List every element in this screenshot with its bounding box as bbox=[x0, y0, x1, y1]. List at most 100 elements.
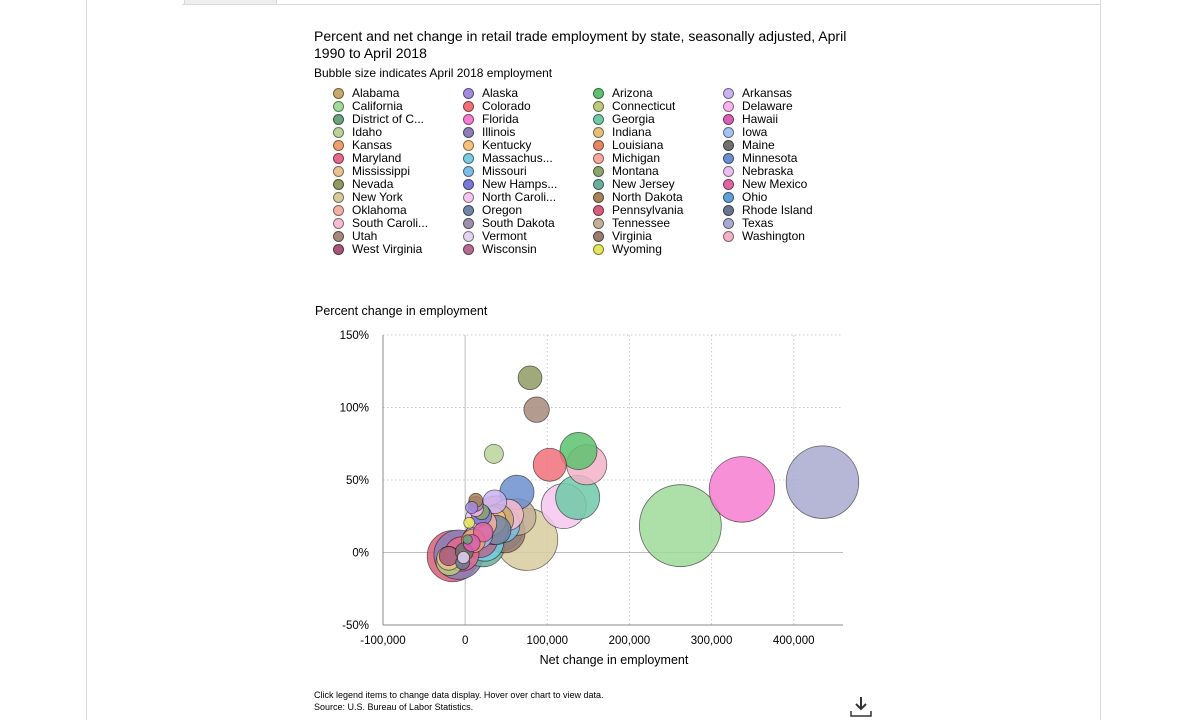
legend-marker bbox=[333, 192, 344, 203]
legend-item[interactable]: District of C... bbox=[333, 113, 424, 126]
legend-item[interactable]: Wisconsin bbox=[463, 243, 537, 256]
legend-item[interactable]: Illinois bbox=[463, 126, 515, 139]
legend-label: Texas bbox=[742, 216, 774, 230]
x-tick-label: 0 bbox=[462, 635, 468, 647]
legend-item[interactable]: Wyoming bbox=[593, 243, 662, 256]
legend-item[interactable]: California bbox=[333, 100, 403, 113]
legend-item[interactable]: Florida bbox=[463, 113, 519, 126]
bubble-point[interactable] bbox=[457, 551, 470, 565]
legend-item[interactable]: Washington bbox=[723, 230, 805, 243]
legend-item[interactable]: Iowa bbox=[723, 126, 767, 139]
legend-item[interactable]: Arizona bbox=[593, 87, 653, 100]
bubble-point[interactable] bbox=[463, 516, 476, 529]
legend-item[interactable]: Maine bbox=[723, 139, 775, 152]
legend-item[interactable]: Maryland bbox=[333, 152, 401, 165]
bubble-point[interactable] bbox=[638, 484, 722, 568]
legend-item[interactable]: West Virginia bbox=[333, 243, 422, 256]
legend-item[interactable]: New York bbox=[333, 191, 403, 204]
bubble-point[interactable] bbox=[785, 445, 860, 519]
legend-label: Florida bbox=[482, 112, 519, 126]
legend-item[interactable]: Minnesota bbox=[723, 152, 797, 165]
bubble-point[interactable] bbox=[559, 432, 598, 470]
legend-item[interactable]: Vermont bbox=[463, 230, 527, 243]
legend-item[interactable]: Alabama bbox=[333, 87, 399, 100]
legend-item[interactable]: New Mexico bbox=[723, 178, 807, 191]
legend-marker bbox=[593, 101, 604, 112]
footer-note: Click legend items to change data displa… bbox=[314, 690, 604, 700]
legend-item[interactable]: Alaska bbox=[463, 87, 518, 100]
legend-label: South Caroli... bbox=[352, 216, 429, 230]
x-tick-label: 300,000 bbox=[691, 635, 733, 647]
y-axis-title: Percent change in employment bbox=[315, 304, 488, 318]
legend-label: Kentucky bbox=[482, 138, 532, 152]
legend-item[interactable]: Connecticut bbox=[593, 100, 675, 113]
legend-item[interactable]: Missouri bbox=[463, 165, 527, 178]
legend-item[interactable]: Idaho bbox=[333, 126, 382, 139]
bubble-point[interactable] bbox=[523, 396, 550, 423]
legend-marker bbox=[333, 140, 344, 151]
legend-marker bbox=[463, 153, 474, 164]
legend-item[interactable]: Nebraska bbox=[723, 165, 793, 178]
bubble-point[interactable] bbox=[465, 501, 479, 515]
bubble-point[interactable] bbox=[483, 443, 504, 464]
legend-item[interactable]: Arkansas bbox=[723, 87, 792, 100]
legend-label: Hawaii bbox=[742, 112, 779, 126]
legend-item[interactable]: Massachus... bbox=[463, 152, 553, 165]
legend-label: New Hamps... bbox=[482, 177, 558, 191]
legend-item[interactable]: North Caroli... bbox=[463, 191, 556, 204]
legend-item[interactable]: North Dakota bbox=[593, 191, 683, 204]
legend-item[interactable]: Indiana bbox=[593, 126, 651, 139]
bubble-point[interactable] bbox=[517, 365, 543, 391]
legend-marker bbox=[593, 166, 604, 177]
legend-label: Missouri bbox=[482, 164, 527, 178]
legend-marker bbox=[333, 127, 344, 138]
legend-item[interactable]: Montana bbox=[593, 165, 659, 178]
bubble-point[interactable] bbox=[473, 521, 494, 543]
legend-label: Idaho bbox=[352, 125, 383, 139]
legend-item[interactable]: Kentucky bbox=[463, 139, 531, 152]
legend-marker bbox=[463, 166, 474, 177]
legend-item[interactable]: New Hamps... bbox=[463, 178, 557, 191]
legend-label: Pennsylvania bbox=[612, 203, 684, 217]
bubble-point[interactable] bbox=[532, 447, 567, 482]
legend-item[interactable]: New Jersey bbox=[593, 178, 675, 191]
legend-item[interactable]: Michigan bbox=[593, 152, 660, 165]
legend-item[interactable]: Delaware bbox=[723, 100, 793, 113]
y-tick-label: 150% bbox=[340, 330, 369, 342]
bubble-chart[interactable]: Percent change in employment -50% 0% 50% 100… bbox=[300, 295, 870, 675]
legend-item[interactable]: Ohio bbox=[723, 191, 767, 204]
x-tick-label: 200,000 bbox=[609, 635, 651, 647]
bubble-point[interactable] bbox=[708, 456, 776, 523]
legend-item[interactable]: Louisiana bbox=[593, 139, 663, 152]
legend-item[interactable]: Tennessee bbox=[593, 217, 670, 230]
legend-item[interactable]: Oklahoma bbox=[333, 204, 407, 217]
legend-item[interactable]: Oregon bbox=[463, 204, 522, 217]
legend-item[interactable]: Rhode Island bbox=[723, 204, 813, 217]
legend-marker bbox=[723, 218, 734, 229]
legend-marker bbox=[333, 218, 344, 229]
legend-item[interactable]: Virginia bbox=[593, 230, 652, 243]
legend-marker bbox=[723, 166, 734, 177]
legend-marker bbox=[463, 179, 474, 190]
legend-item[interactable]: Nevada bbox=[333, 178, 393, 191]
legend-item[interactable]: South Caroli... bbox=[333, 217, 428, 230]
panel-border-left bbox=[86, 0, 87, 720]
legend-item[interactable]: Pennsylvania bbox=[593, 204, 683, 217]
panel-border-right bbox=[1100, 0, 1101, 720]
download-icon[interactable] bbox=[849, 694, 873, 718]
legend-item[interactable]: Kansas bbox=[333, 139, 392, 152]
legend-item[interactable]: Mississippi bbox=[333, 165, 410, 178]
legend-item[interactable]: Texas bbox=[723, 217, 773, 230]
legend-item[interactable]: Colorado bbox=[463, 100, 531, 113]
bubble-point[interactable] bbox=[462, 534, 473, 545]
legend-item[interactable]: Hawaii bbox=[723, 113, 778, 126]
top-tab[interactable] bbox=[184, 0, 277, 5]
legend-label: Indiana bbox=[612, 125, 652, 139]
x-tick-label: -100,000 bbox=[360, 635, 405, 647]
legend-label: Montana bbox=[612, 164, 659, 178]
legend-marker bbox=[463, 140, 474, 151]
legend-marker bbox=[723, 101, 734, 112]
legend-item[interactable]: Utah bbox=[333, 230, 377, 243]
legend-item[interactable]: South Dakota bbox=[463, 217, 555, 230]
legend-item[interactable]: Georgia bbox=[593, 113, 655, 126]
